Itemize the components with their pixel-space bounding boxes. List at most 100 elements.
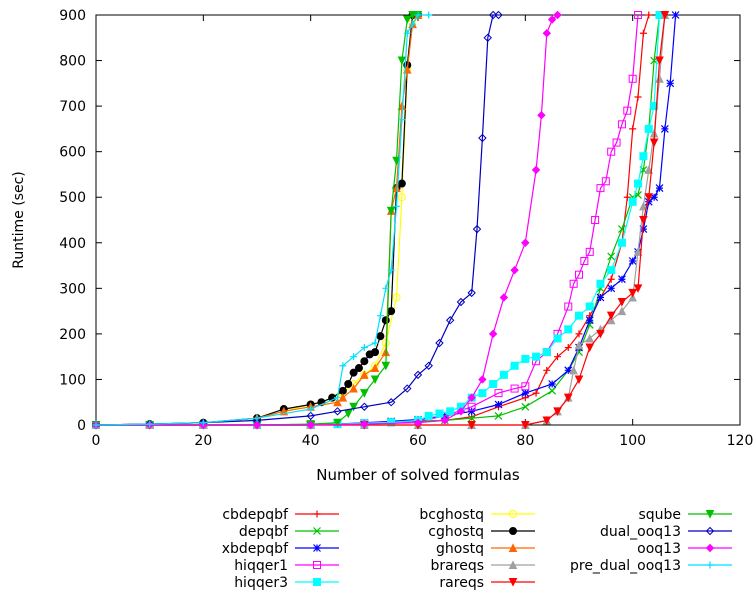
data-point-hiqqer1: [569, 279, 578, 288]
legend-marker-xbdepqbf: [313, 544, 321, 552]
data-point-xbdepqbf: [666, 79, 675, 88]
data-point-dual-ooq13: [333, 407, 342, 416]
series-ooq13: [91, 10, 562, 430]
data-point-xbdepqbf: [618, 275, 626, 284]
axis-ticks: 0 20 40 60 80 100 120 0 100 200 300 400 500 600 700 800…: [59, 8, 753, 449]
legend-marker-pre-dual-ooq13: [706, 561, 714, 569]
data-point-pre-dual-ooq13: [334, 394, 341, 402]
x-tick-label: 120: [727, 433, 754, 449]
legend-marker-bcghostq: [509, 510, 517, 518]
data-point-ghostq: [338, 393, 348, 402]
data-point-hiqqer3: [424, 411, 433, 420]
data-point-cbdepqbf: [575, 330, 583, 338]
data-point-xbdepqbf: [564, 366, 573, 375]
data-point-hiqqer1: [601, 177, 610, 186]
series-line-ooq13: [96, 14, 558, 426]
legend-label-bcghostq: bcghostq: [419, 507, 484, 523]
series-line-bcghostq: [95, 14, 419, 426]
data-point-ooq13: [553, 10, 562, 20]
data-point-xbdepqbf: [585, 316, 594, 325]
data-point-sqube: [392, 156, 401, 166]
data-point-hiqqer3: [499, 370, 508, 379]
legend-marker-hiqqer3: [313, 578, 321, 586]
data-point-hiqqer3: [510, 361, 519, 370]
legend-label-hiqqer3: hiqqer3: [234, 575, 288, 591]
series-lines: [91, 10, 680, 430]
series-dual-ooq13: [91, 10, 503, 430]
data-point-rareqs: [606, 311, 616, 321]
data-point-sqube: [402, 15, 412, 25]
data-point-dual-ooq13: [445, 316, 455, 325]
data-point-xbdepqbf: [660, 124, 669, 133]
data-point-hiqqer3: [446, 407, 455, 416]
data-point-ooq13: [440, 416, 450, 425]
x-tick-label: 60: [409, 433, 427, 449]
data-point-cbdepqbf: [564, 344, 572, 352]
data-point-dual-ooq13: [306, 411, 315, 421]
series-line-dual-ooq13: [95, 14, 499, 426]
data-point-hiqqer1: [510, 384, 519, 393]
data-point-rareqs: [633, 284, 643, 293]
data-point-cghostq: [381, 316, 390, 325]
data-point-hiqqer1: [617, 120, 626, 129]
data-point-hiqqer3: [617, 238, 626, 247]
data-point-rareqs: [521, 421, 530, 430]
series-depqbf: [92, 11, 664, 429]
data-point-hiqqer1: [585, 247, 594, 256]
x-tick-label: 100: [619, 433, 646, 449]
y-tick-label: 200: [59, 327, 86, 343]
data-point-pre-dual-ooq13: [398, 116, 406, 124]
data-point-xbdepqbf: [628, 257, 637, 265]
data-point-pre-dual-ooq13: [339, 362, 347, 370]
data-point-pre-dual-ooq13: [350, 353, 358, 361]
data-point-rareqs: [553, 407, 562, 416]
legend-label-pre-dual-ooq13: pre_dual_ooq13: [570, 558, 681, 574]
y-axis-label: Runtime (sec): [11, 171, 27, 268]
legend-label-hiqqer1: hiqqer1: [234, 558, 288, 574]
data-point-rareqs: [574, 375, 584, 385]
data-point-xbdepqbf: [607, 284, 616, 293]
data-point-dual-ooq13: [483, 33, 492, 42]
data-point-rareqs: [585, 343, 595, 353]
data-point-hiqqer3: [564, 325, 573, 334]
data-point-pre-dual-ooq13: [403, 29, 411, 37]
series-line-ghostq: [95, 14, 419, 426]
data-point-ooq13: [306, 420, 315, 430]
data-point-hiqqer3: [575, 311, 583, 320]
data-point-ooq13: [467, 393, 476, 402]
legend-marker-sqube: [705, 510, 715, 519]
data-point-pre-dual-ooq13: [409, 20, 417, 28]
data-point-dual-ooq13: [456, 297, 466, 307]
data-point-cbdepqbf: [607, 275, 615, 283]
series-hiqqer1: [92, 11, 643, 429]
x-tick-label: 80: [516, 433, 534, 449]
data-point-hiqqer1: [612, 138, 621, 147]
legend-marker-brareqs: [508, 560, 518, 569]
data-point-depqbf: [467, 414, 476, 423]
data-point-hiqqer3: [650, 102, 659, 111]
data-point-xbdepqbf: [639, 225, 648, 234]
legend-label-cghostq: cghostq: [428, 524, 484, 540]
data-point-hiqqer3: [639, 152, 648, 161]
data-point-pre-dual-ooq13: [146, 420, 154, 428]
data-point-ooq13: [510, 265, 519, 275]
data-point-ooq13: [499, 293, 509, 302]
data-point-dual-ooq13: [424, 361, 433, 370]
data-point-pre-dual-ooq13: [92, 421, 100, 429]
data-point-cghostq: [376, 332, 385, 341]
data-point-hiqqer3: [607, 266, 616, 275]
data-point-pre-dual-ooq13: [253, 414, 261, 422]
data-point-cbdepqbf: [639, 29, 647, 37]
series-ghostq: [91, 10, 423, 429]
data-point-cbdepqbf: [543, 366, 551, 374]
data-point-sqube: [343, 409, 353, 419]
series-line-sqube: [96, 14, 418, 426]
data-point-brareqs: [585, 333, 595, 343]
data-point-hiqqer3: [585, 302, 594, 311]
data-point-pre-dual-ooq13: [382, 284, 390, 292]
x-tick-label: 0: [92, 433, 101, 449]
data-point-pre-dual-ooq13: [307, 405, 315, 413]
data-point-cghostq: [360, 357, 369, 366]
data-point-xbdepqbf: [655, 184, 664, 193]
